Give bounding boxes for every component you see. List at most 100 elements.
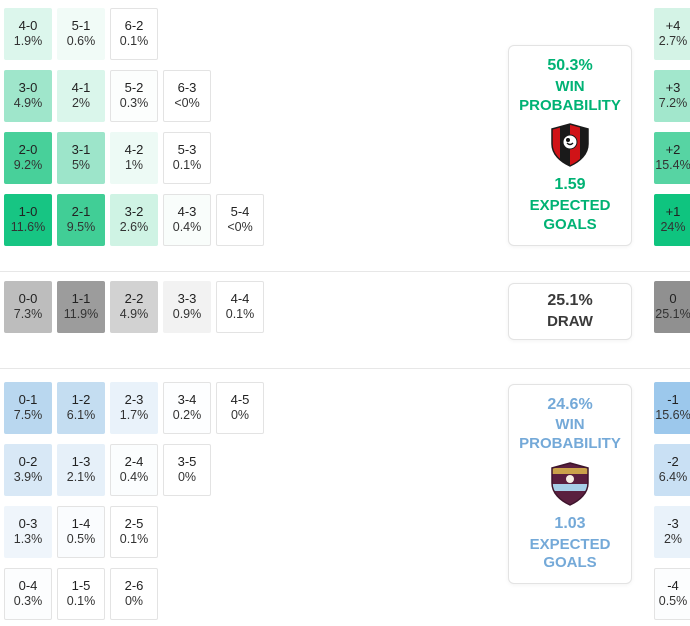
score-probability: 2.6% (119, 220, 149, 235)
away-win-percentage: 24.6% (547, 395, 593, 413)
xg-label-line2: GOALS (543, 215, 597, 233)
score-cell: 2-1 9.5% (57, 194, 105, 246)
score-cell: 1-3 2.1% (57, 443, 105, 496)
score-cell: 2-2 4.9% (110, 281, 158, 333)
score-probability: 0.1% (172, 158, 202, 173)
score-cell: 5-1 0.6% (57, 8, 105, 60)
score-grid-row: 3-0 4.9% 4-1 2% 5-2 0.3% 6-3 <0% (4, 70, 508, 122)
score-probability: 4.9% (13, 96, 43, 111)
goal-diff-label: +1 (665, 204, 681, 220)
score-probability: 2% (71, 96, 91, 111)
score-probability: 0.1% (66, 593, 96, 608)
section-divider (0, 271, 690, 272)
score-grid-row: 0-0 7.3% 1-1 11.9% 2-2 4.9% 3-3 0.9% 4-4 0.1% (4, 281, 508, 333)
home-win-section: 4-0 1.9% 5-1 0.6% 6-2 0.1% 3-0 4.9% 4-1 2% 5-2 0.3%… (0, 0, 690, 271)
home-team-crest-icon (550, 123, 590, 168)
away-score-grid: 0-1 7.5% 1-2 6.1% 2-3 1.7% 3-4 0.2% 4-5 0% 0-2 3.9%… (4, 381, 508, 620)
score-probability: 11.9% (63, 307, 99, 322)
score-cell: 6-3 <0% (163, 70, 211, 122)
score-probability: 7.3% (13, 307, 43, 322)
score-label: 5-4 (230, 204, 250, 220)
score-label: 2-4 (124, 453, 144, 469)
score-cell: 2-4 0.4% (110, 443, 158, 496)
goal-diff-cell: +4 2.7% (654, 8, 690, 60)
goal-diff-cell: -4 0.5% (654, 567, 690, 620)
goal-diff-cell: -3 2% (654, 505, 690, 558)
score-probability: 0.4% (119, 469, 149, 484)
goal-diff-label: -4 (667, 577, 679, 593)
score-cell: 3-5 0% (163, 443, 211, 496)
score-label: 6-3 (177, 80, 197, 96)
section-divider (0, 367, 690, 369)
goal-diff-probability: 15.6% (655, 407, 690, 422)
score-cell: 3-2 2.6% (110, 194, 158, 246)
draw-score-grid: 0-0 7.3% 1-1 11.9% 2-2 4.9% 3-3 0.9% 4-4 0.1% (4, 281, 508, 333)
home-win-percentage: 50.3% (547, 57, 593, 74)
goal-diff-cell: -1 15.6% (654, 381, 690, 434)
score-cell: 2-0 9.2% (4, 132, 52, 184)
score-label: 3-1 (71, 142, 91, 158)
score-probability: 0.1% (225, 307, 255, 322)
score-cell: 4-2 1% (110, 132, 158, 184)
score-cell: 1-0 11.6% (4, 194, 52, 246)
score-cell: 1-2 6.1% (57, 381, 105, 434)
away-expected-goals-label: EXPECTED GOALS (513, 536, 627, 574)
home-summary-column: 50.3% WIN PROBABILITY (508, 8, 632, 246)
score-label: 4-3 (177, 204, 197, 220)
away-summary-column: 24.6% WIN PROBABILITY (508, 382, 632, 585)
score-label: 1-2 (71, 391, 91, 407)
away-win-summary-card: 24.6% WIN PROBABILITY (508, 383, 632, 585)
goal-diff-probability: 6.4% (658, 469, 688, 484)
score-label: 0-1 (18, 391, 38, 407)
score-cell: 4-0 1.9% (4, 8, 52, 60)
goal-diff-probability: 2.7% (658, 34, 688, 49)
goal-diff-probability: 15.4% (655, 158, 690, 173)
score-label: 2-3 (124, 391, 144, 407)
score-grid-row: 4-0 1.9% 5-1 0.6% 6-2 0.1% (4, 8, 508, 60)
score-cell: 3-1 5% (57, 132, 105, 184)
score-label: 5-3 (177, 142, 197, 158)
score-grid-row: 1-0 11.6% 2-1 9.5% 3-2 2.6% 4-3 0.4% 5-4 <0% (4, 194, 508, 246)
score-probability: 0.2% (172, 407, 202, 422)
score-cell: 0-3 1.3% (4, 505, 52, 558)
goal-diff-probability: 24% (660, 220, 686, 235)
score-cell: 4-4 0.1% (216, 281, 264, 333)
score-probability: 7.5% (13, 407, 43, 422)
win-label-line1: WIN (555, 77, 585, 95)
draw-percentage: 25.1% (547, 292, 593, 309)
score-grid-row: 0-2 3.9% 1-3 2.1% 2-4 0.4% 3-5 0% (4, 443, 508, 496)
home-goal-diff-column: +4 2.7% +3 7.2% +2 15.4% +1 24% (654, 8, 690, 246)
score-label: 0-3 (18, 515, 38, 531)
score-cell: 2-3 1.7% (110, 381, 158, 434)
score-label: 2-2 (124, 291, 144, 307)
score-label: 3-5 (177, 453, 197, 469)
score-label: 2-6 (124, 577, 144, 593)
score-probability: <0% (227, 220, 253, 235)
score-grid-row: 2-0 9.2% 3-1 5% 4-2 1% 5-3 0.1% (4, 132, 508, 184)
score-label: 1-1 (71, 291, 91, 307)
score-grid-row: 0-3 1.3% 1-4 0.5% 2-5 0.1% (4, 505, 508, 558)
score-label: 5-2 (124, 80, 144, 96)
score-grid-row: 0-1 7.5% 1-2 6.1% 2-3 1.7% 3-4 0.2% 4-5 0% (4, 381, 508, 434)
draw-summary-column: 25.1% DRAW (508, 281, 632, 340)
score-cell: 1-4 0.5% (57, 505, 105, 558)
score-probability: 0.1% (119, 531, 149, 546)
home-win-summary-card: 50.3% WIN PROBABILITY (508, 45, 632, 246)
score-probability: 9.5% (66, 220, 96, 235)
score-probability: 0.3% (13, 593, 43, 608)
score-label: 6-2 (124, 18, 144, 34)
score-cell: 0-0 7.3% (4, 281, 52, 333)
goal-diff-label: 0 (669, 291, 677, 307)
score-cell: 2-6 0% (110, 567, 158, 620)
goal-diff-probability: 2% (663, 531, 683, 546)
score-label: 2-0 (18, 142, 38, 158)
score-label: 2-5 (124, 515, 144, 531)
score-probability: 0.6% (66, 34, 96, 49)
score-label: 3-4 (177, 391, 197, 407)
home-expected-goals-label: EXPECTED GOALS (513, 197, 627, 235)
score-probability: 9.2% (13, 158, 43, 173)
win-label-line1: WIN (555, 416, 585, 434)
score-cell: 5-3 0.1% (163, 132, 211, 184)
score-probability: 0% (177, 469, 197, 484)
